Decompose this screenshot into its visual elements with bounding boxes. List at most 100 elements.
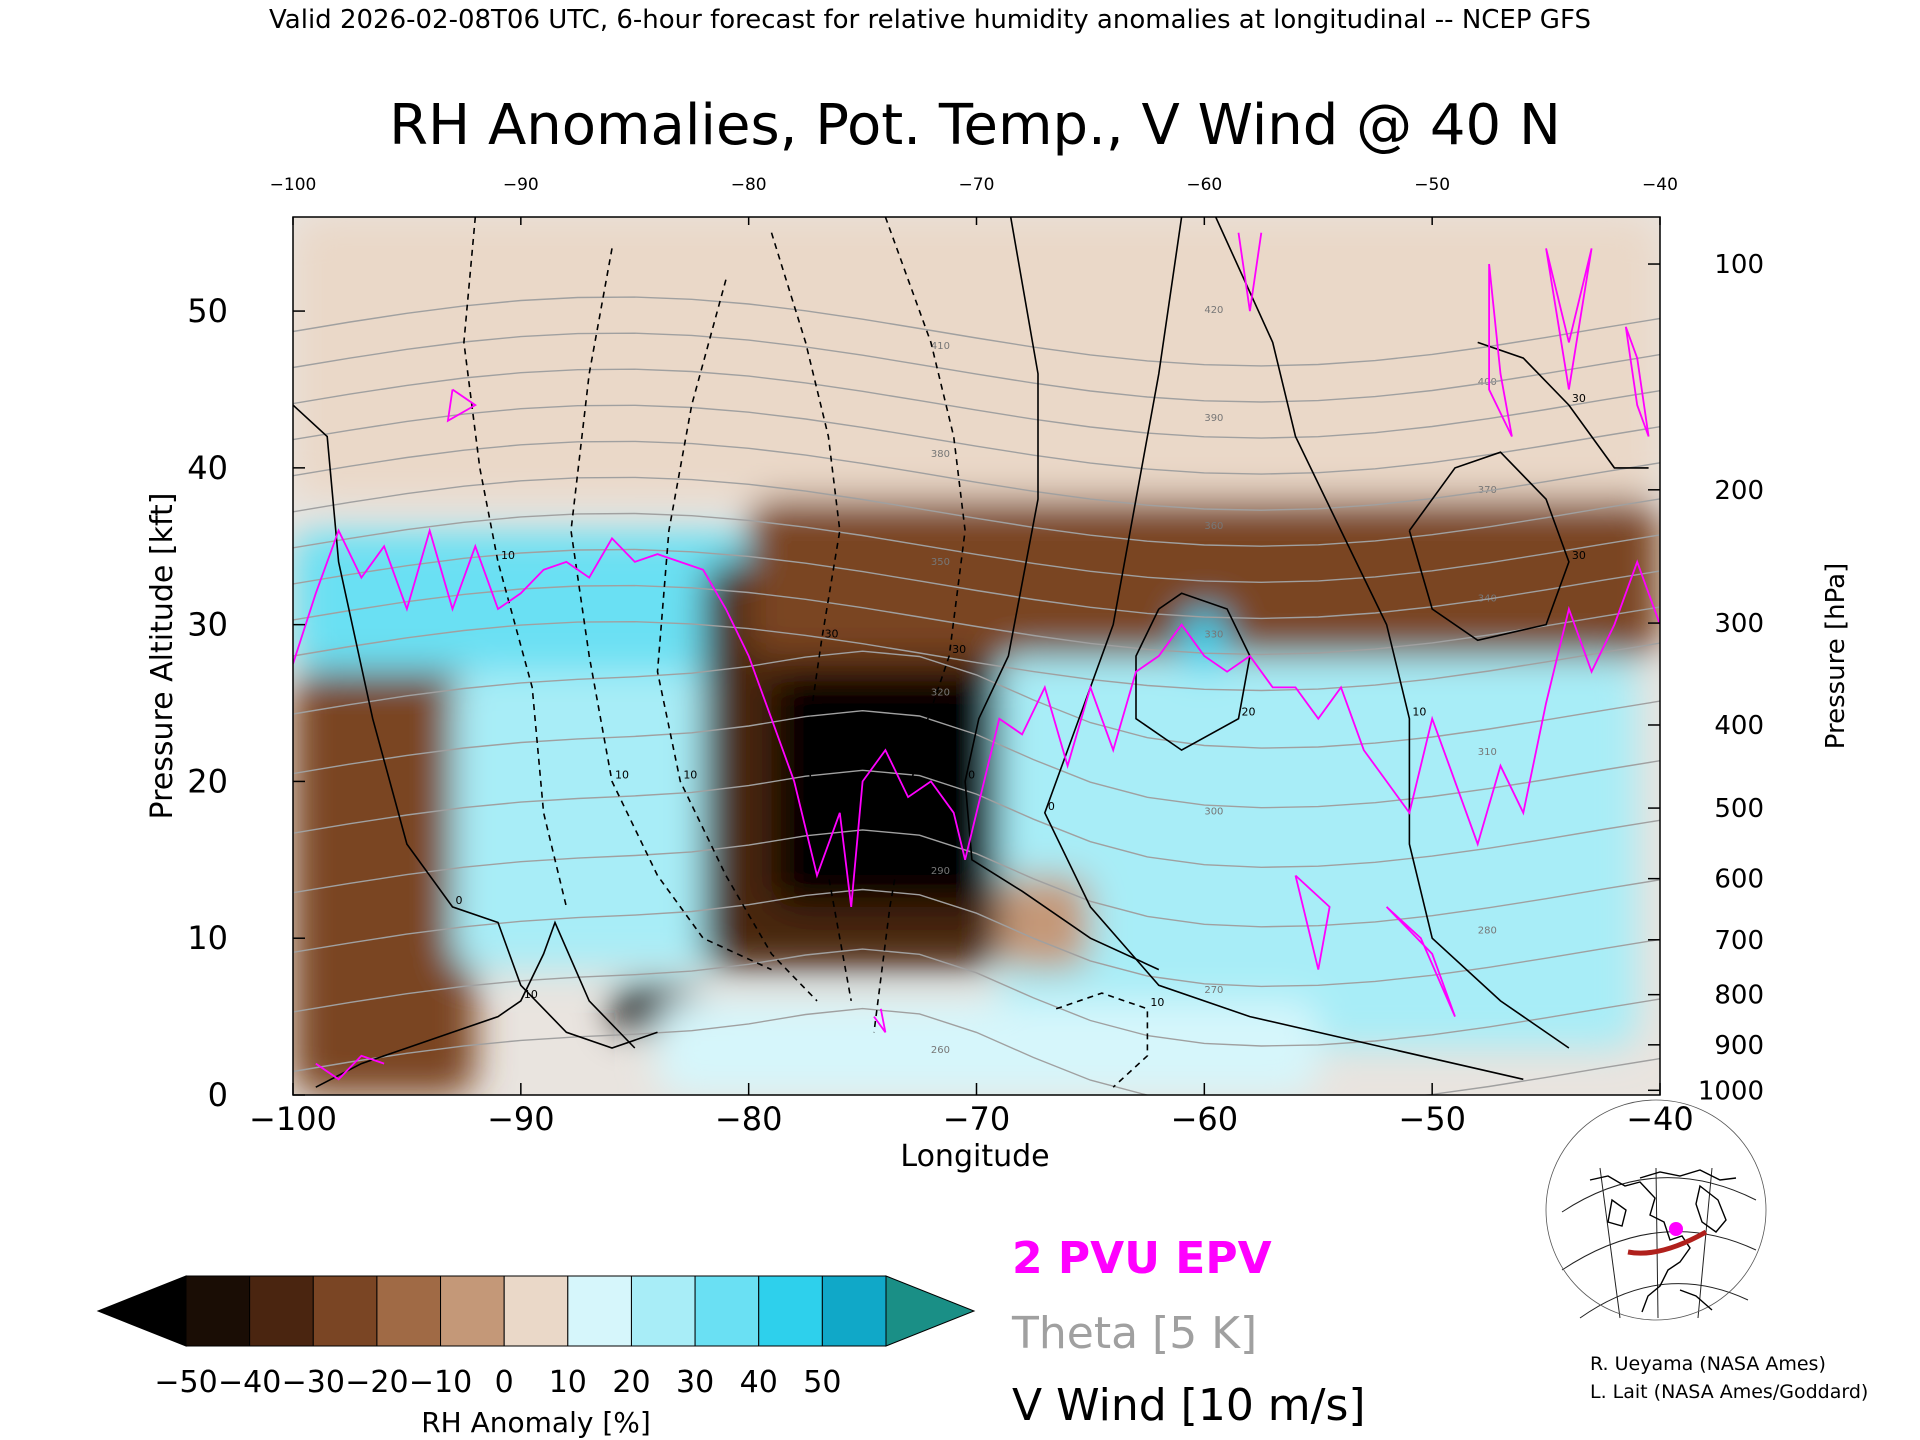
epv-contour xyxy=(293,527,1660,908)
pressure-tick-label: 200 xyxy=(1714,476,1764,506)
v-wind-contour-label: 0 xyxy=(1048,800,1055,813)
theta-contour xyxy=(293,404,1660,475)
colorbar-bin xyxy=(440,1275,505,1347)
x-tick-label: −80 xyxy=(715,1100,783,1138)
theta-contour xyxy=(293,888,1660,988)
v-wind-contour xyxy=(570,248,772,971)
credit-line-2: L. Lait (NASA Ames/Goddard) xyxy=(1590,1381,1868,1403)
colorbar-tick-label: −50 xyxy=(154,1365,217,1400)
pressure-tick-label: 1000 xyxy=(1698,1076,1764,1106)
v-wind-contour xyxy=(1477,341,1649,469)
v-wind-contour-label: 30 xyxy=(825,627,839,640)
colorbar-tick-label: 30 xyxy=(676,1365,714,1400)
theta-contour-label: 360 xyxy=(1204,521,1223,532)
x-tick-label: −70 xyxy=(943,1100,1011,1138)
x-top-tick-label: −90 xyxy=(503,175,539,195)
rh-region xyxy=(657,1000,1319,1095)
v-wind-contour-label: 30 xyxy=(1572,392,1586,405)
y-tick-label: 10 xyxy=(187,919,228,957)
colorbar-tick-label: −20 xyxy=(345,1365,408,1400)
v-wind-contour-label: 20 xyxy=(1242,706,1256,719)
colorbar-tick-label: −40 xyxy=(218,1365,281,1400)
x-tick-label: −50 xyxy=(1398,1100,1466,1138)
rh-region xyxy=(999,875,1091,970)
theta-contour xyxy=(293,620,1660,692)
epv-contour xyxy=(1294,874,1331,970)
v-wind-contour xyxy=(1135,592,1251,752)
plot-area: 2602702802903003103203303403503603703803… xyxy=(292,216,1661,1096)
theta-contour-label: 350 xyxy=(931,557,950,568)
theta-contour xyxy=(293,650,1660,749)
theta-contour-label: 270 xyxy=(1204,985,1223,996)
pressure-tick-label: 600 xyxy=(1714,865,1764,895)
v-wind-contour-label: 10 xyxy=(615,768,629,781)
y-tick-label: 40 xyxy=(187,449,228,487)
colorbar-tick-label: −30 xyxy=(282,1365,345,1400)
y-axis-label-right: Pressure [hPa] xyxy=(1821,563,1851,750)
chart-title: RH Anomalies, Pot. Temp., V Wind @ 40 N xyxy=(389,93,1561,158)
pressure-tick-label: 300 xyxy=(1714,609,1764,639)
rh-region xyxy=(999,656,1638,1048)
x-top-tick-label: −40 xyxy=(1642,175,1678,195)
rh-anomaly-field xyxy=(293,217,1660,1095)
theta-contour xyxy=(293,769,1660,869)
rh-region xyxy=(293,217,1660,500)
cross-section-track xyxy=(1627,1229,1708,1256)
colorbar-tick-label: 50 xyxy=(803,1365,841,1400)
theta-contour xyxy=(293,332,1660,403)
v-wind-contour xyxy=(964,217,1160,971)
x-top-tick-label: −70 xyxy=(959,175,995,195)
theta-contour xyxy=(293,476,1660,547)
v-wind-contour-label: 30 xyxy=(952,643,966,656)
tick-labels: −100 −100 −90 −90 −80 −80 −70 −70 −60 −60 −50 −50 −4… xyxy=(187,175,1764,1138)
pressure-tick-label: 800 xyxy=(1714,981,1764,1011)
pressure-tick-label: 400 xyxy=(1714,711,1764,741)
v-wind-contour xyxy=(1214,217,1570,1049)
location-marker xyxy=(1669,1222,1683,1236)
colorbar-label: RH Anomaly [%] xyxy=(421,1406,651,1439)
colorbar-tick-label: 20 xyxy=(612,1365,650,1400)
colorbar: −50 −40 −30 −20 −10 0 10 20 30 40 50 xyxy=(96,1275,976,1400)
epv-2pvu-contours xyxy=(293,232,1660,1081)
axis-ticks xyxy=(292,217,1661,1096)
theta-contour-label: 330 xyxy=(1204,629,1223,640)
rh-region xyxy=(748,499,1660,656)
theta-contour xyxy=(293,296,1660,367)
theta-contour-label: 420 xyxy=(1204,305,1223,316)
v-wind-contour xyxy=(1055,992,1149,1088)
colorbar-bin xyxy=(312,1275,378,1347)
pressure-tick-label: 900 xyxy=(1714,1031,1764,1061)
continent-outlines xyxy=(1589,1169,1737,1313)
theta-contour-label: 380 xyxy=(931,449,950,460)
x-tick-label: −40 xyxy=(1626,1100,1694,1138)
v-wind-contour xyxy=(873,217,966,1033)
v-wind-contour-label: 10 xyxy=(501,549,515,562)
rh-region xyxy=(1181,608,1228,672)
x-tick-label: −60 xyxy=(1171,1100,1239,1138)
colorbar-tick-label: 0 xyxy=(495,1365,514,1400)
theta-contour-label: 290 xyxy=(931,866,950,877)
epv-contour xyxy=(1545,248,1593,390)
epv-contour xyxy=(1624,326,1650,437)
y-tick-label: 0 xyxy=(208,1076,228,1114)
theta-contour xyxy=(293,829,1660,928)
theta-contour-label: 310 xyxy=(1478,747,1497,758)
x-tick-label: −100 xyxy=(249,1100,337,1138)
v-wind-contour xyxy=(1043,217,1524,1081)
v-wind-contour xyxy=(656,279,818,1002)
x-top-tick-label: −50 xyxy=(1414,175,1450,195)
epv-contour xyxy=(1488,263,1513,437)
theta-contour xyxy=(293,368,1660,439)
v-wind-contour-label: 10 xyxy=(1150,996,1164,1009)
v-wind-contour-label: 10 xyxy=(683,768,697,781)
legend-epv: 2 PVU EPV xyxy=(1012,1233,1272,1284)
legend-theta: Theta [5 K] xyxy=(1011,1308,1257,1359)
x-top-tick-label: −60 xyxy=(1186,175,1222,195)
v-wind-contour xyxy=(463,217,568,908)
theta-contour xyxy=(293,709,1660,809)
colorbar-bin xyxy=(758,1275,823,1347)
colorbar-bin xyxy=(694,1275,760,1347)
rh-region xyxy=(771,671,1000,907)
epv-contour xyxy=(1385,906,1456,1017)
